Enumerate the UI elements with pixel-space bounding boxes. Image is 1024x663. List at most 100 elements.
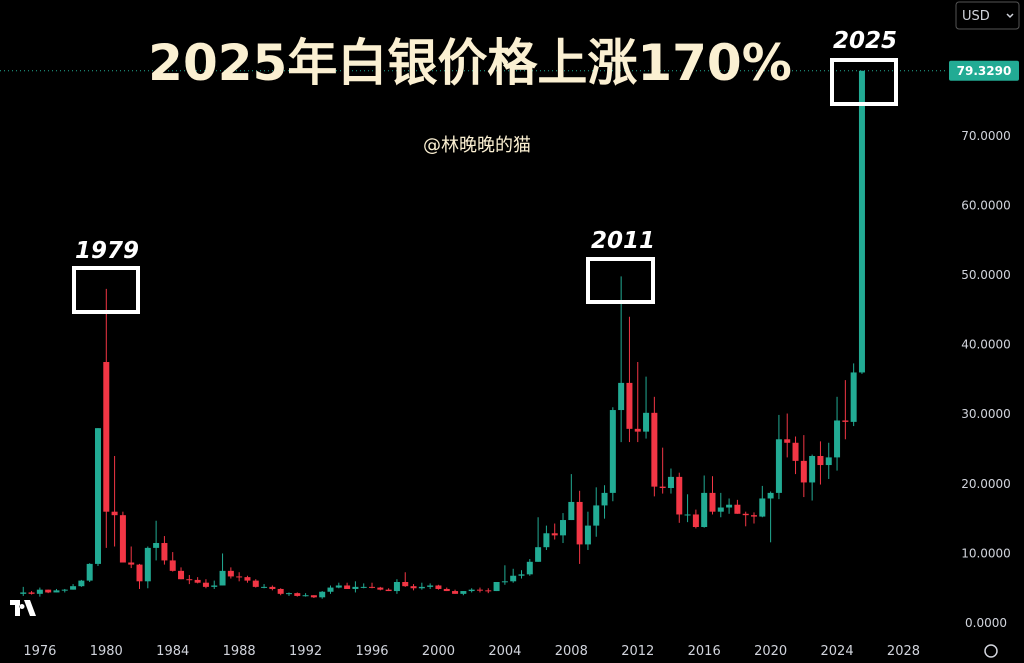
candle-body [626,382,633,429]
candle-body [734,504,741,514]
candle-body [227,570,234,577]
candle-body [618,382,625,411]
candle-body [128,562,135,565]
candle-body [385,589,392,592]
highlight-box [586,257,655,304]
candle-body [518,574,525,576]
candle-body [70,586,77,590]
y-tick-label: 0.0000 [965,616,1007,630]
candle-body [858,70,865,373]
candle-body [161,543,168,561]
x-tick-label: 2008 [555,644,588,659]
candle-body [319,591,326,598]
candle-body [452,591,459,594]
candle-body [377,587,384,590]
candle-body [45,589,52,593]
candle-body [709,492,716,512]
candle-body [784,439,791,443]
candle-body [501,581,508,583]
x-tick-label: 1980 [90,644,123,659]
x-tick-label: 2028 [887,644,920,659]
candle-body [344,585,351,589]
x-tick-label: 1988 [223,644,256,659]
currency-button[interactable] [955,1,1020,30]
candle-body [643,412,650,432]
y-tick-label: 10.0000 [961,546,1011,560]
x-tick-label: 1996 [355,644,388,659]
x-tick-label: 2016 [688,644,721,659]
candle-body [294,593,301,596]
candle-body [792,442,799,461]
candle-body [277,588,284,594]
currency-label[interactable]: USD [962,9,990,24]
candle-body [178,570,185,580]
candle-body [111,511,118,516]
candle-body [568,501,575,521]
candle-body [61,589,68,591]
candle-body [53,590,60,593]
chart-title: 2025年白银价格上涨170% [148,34,792,92]
candle-body [244,577,251,581]
candle-body [742,513,749,516]
candle-body [560,520,567,536]
candle-body [252,580,259,587]
price-tag [949,60,1019,81]
candle-body [651,412,658,487]
y-tick-label: 20.0000 [961,477,1011,491]
candle-body [476,589,483,591]
candle-body [427,585,434,587]
candle-body [435,585,442,589]
candle-body [418,586,425,589]
candle-body [817,455,824,466]
highlight-box [830,58,898,106]
candle-body [485,590,492,592]
candle-body [800,460,807,483]
candle-body [676,476,683,515]
candle-body [543,533,550,548]
x-tick-label: 2020 [754,644,787,659]
settings-icon[interactable] [984,644,998,658]
x-tick-label: 1992 [289,644,322,659]
candle-body [103,362,110,512]
candle-body [194,579,201,583]
candle-body [842,420,849,422]
candle-body [468,589,475,592]
candle-body [261,586,268,588]
candle-body [576,501,583,545]
candle-body [759,498,766,517]
candle-body [726,504,733,508]
x-tick-label: 2000 [422,644,455,659]
dropdown-icon[interactable] [1006,13,1014,19]
x-tick-label: 1984 [156,644,189,659]
candle-body [136,564,143,582]
y-tick-label: 70.0000 [961,129,1011,143]
price-tag-label: 79.3290 [957,64,1012,78]
candle-body [659,486,666,489]
candle-body [825,457,832,466]
candle-body [809,455,816,483]
candle-body [310,595,317,598]
candle-body [493,582,500,592]
candle-body [302,595,309,597]
candle-body [219,570,226,586]
candle-body [634,428,641,432]
candle-body [169,560,176,571]
candle-body [36,589,43,594]
candle-body [369,586,376,588]
candle-body [327,587,334,592]
candle-body [460,591,467,594]
candle-body [269,586,276,589]
candle-body [751,515,758,517]
candle-body [593,505,600,526]
candle-body [285,593,292,595]
x-tick-label: 1976 [23,644,56,659]
candle-body [202,582,209,587]
y-tick-label: 40.0000 [961,338,1011,352]
candle-body [28,592,35,594]
candle-body [684,514,691,516]
x-tick-label: 2012 [621,644,654,659]
candle-body [119,515,126,563]
candle-body [717,507,724,512]
watermark: @林晚晚的猫 [423,135,531,156]
x-tick-label: 2024 [821,644,854,659]
